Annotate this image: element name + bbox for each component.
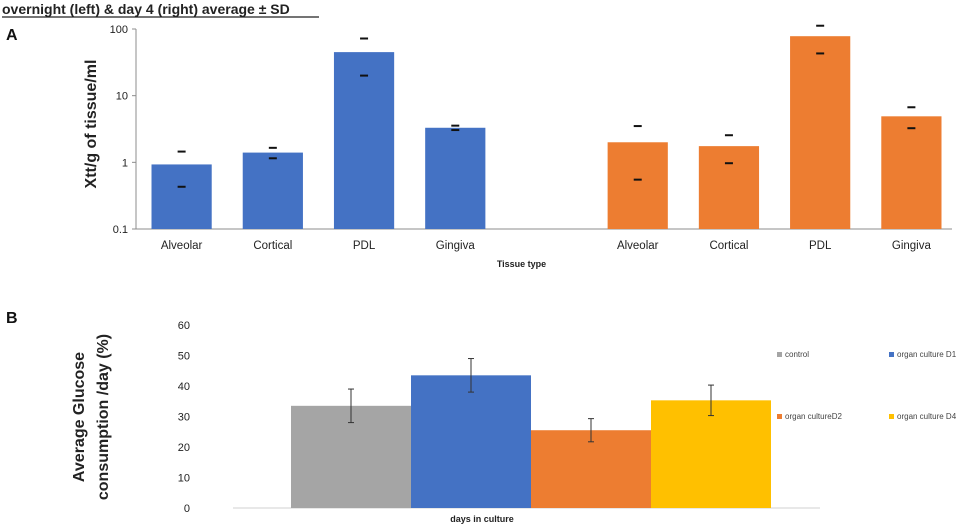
bar bbox=[881, 116, 942, 229]
bar bbox=[425, 127, 486, 229]
bar bbox=[242, 152, 303, 229]
bar bbox=[333, 52, 395, 229]
category-label: Gingiva bbox=[892, 240, 932, 252]
category-label: Alveolar bbox=[617, 240, 659, 252]
bar bbox=[651, 400, 771, 508]
y-tick-label: 20 bbox=[178, 442, 190, 454]
bar bbox=[151, 164, 212, 229]
bar bbox=[790, 36, 851, 229]
category-label: Cortical bbox=[253, 240, 292, 252]
y-tick-label: 50 bbox=[178, 351, 190, 363]
category-label: Alveolar bbox=[161, 240, 203, 252]
legend-swatch bbox=[889, 414, 894, 419]
bar bbox=[531, 430, 651, 508]
x-axis-title: Tissue type bbox=[497, 259, 546, 269]
panel-b-chart: 0 10 20 30 40 50 60 control organ culture D1 orga… bbox=[71, 320, 957, 524]
legend-label: organ cultureD2 bbox=[785, 412, 842, 421]
y-tick-label: 0 bbox=[184, 503, 190, 515]
legend-swatch bbox=[889, 352, 894, 357]
y-tick-label: 0.1 bbox=[113, 224, 128, 236]
y-axis-title: Average Glucose consumption /day (%) bbox=[71, 334, 112, 500]
y-tick-label: 60 bbox=[178, 320, 190, 332]
y-tick-label: 1 bbox=[122, 157, 128, 169]
category-label: PDL bbox=[809, 240, 832, 252]
legend-label: control bbox=[785, 350, 809, 359]
y-tick-label: 30 bbox=[178, 412, 190, 424]
legend-swatch bbox=[777, 414, 782, 419]
bar bbox=[411, 375, 531, 508]
figure-title: overnight (left) & day 4 (right) average… bbox=[2, 1, 290, 17]
category-label: Gingiva bbox=[436, 240, 476, 252]
bar bbox=[607, 142, 668, 229]
category-label: PDL bbox=[353, 240, 376, 252]
panel-a-label: A bbox=[6, 27, 18, 44]
panel-a-chart: 0.1 1 10 100 Alveolar Cortical PDL Gingiva Alveo… bbox=[83, 24, 952, 269]
legend-label: organ culture D4 bbox=[897, 412, 957, 421]
y-tick-label: 10 bbox=[178, 473, 190, 485]
panel-b-label: B bbox=[6, 310, 18, 327]
x-axis-title: days in culture bbox=[450, 514, 514, 524]
y-tick-label: 100 bbox=[110, 24, 128, 36]
bar bbox=[698, 146, 760, 229]
y-tick-label: 10 bbox=[116, 91, 128, 103]
y-tick-label: 40 bbox=[178, 381, 190, 393]
y-axis-title: Xtt/g of tissue/ml bbox=[83, 60, 100, 189]
legend-label: organ culture D1 bbox=[897, 350, 957, 359]
legend-swatch bbox=[777, 352, 782, 357]
category-label: Cortical bbox=[709, 240, 748, 252]
